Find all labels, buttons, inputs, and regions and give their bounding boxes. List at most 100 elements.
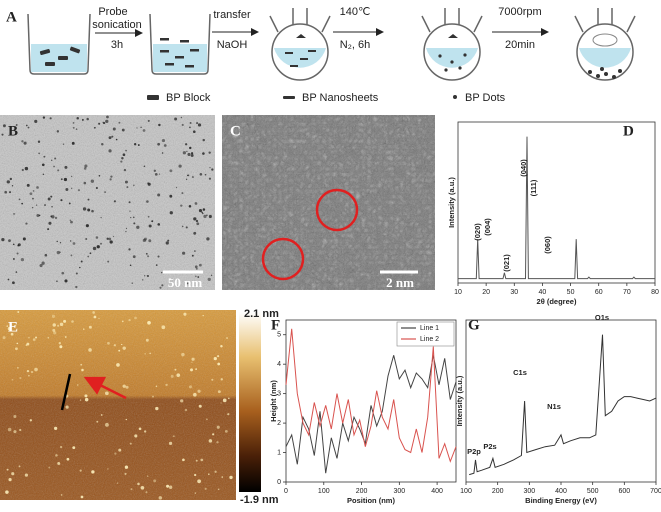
peak-label: (020) <box>473 223 482 241</box>
speck <box>120 160 123 163</box>
speck <box>211 168 214 171</box>
speck <box>195 219 199 223</box>
speck <box>70 187 73 190</box>
speck <box>131 282 133 284</box>
speck <box>112 235 115 238</box>
speck <box>170 277 174 281</box>
speck <box>133 222 136 225</box>
step-text: N₂, 6h <box>340 39 371 51</box>
speck <box>216 425 220 429</box>
speck <box>95 236 99 239</box>
speck <box>158 173 161 175</box>
speck <box>48 466 51 469</box>
speck <box>188 204 192 208</box>
speck <box>80 363 83 366</box>
speck <box>98 317 100 320</box>
speck <box>136 225 140 229</box>
speck <box>44 204 46 206</box>
speck <box>197 479 202 484</box>
speck <box>53 331 57 335</box>
speck <box>142 279 144 281</box>
speck <box>16 252 19 255</box>
x-tick-label: 600 <box>618 488 630 495</box>
speck <box>118 121 121 124</box>
peak-label: P2p <box>467 447 481 456</box>
speck <box>38 152 41 155</box>
speck <box>116 482 119 484</box>
speck <box>22 237 26 241</box>
speck <box>105 119 109 124</box>
speck <box>211 378 214 381</box>
speck <box>169 169 173 173</box>
speck <box>142 129 146 132</box>
speck <box>110 175 113 178</box>
legend-label: Line 2 <box>420 336 439 343</box>
speck <box>217 355 220 358</box>
speck <box>50 195 53 198</box>
speck <box>52 323 56 327</box>
plot-frame <box>465 319 657 483</box>
speck <box>101 142 104 146</box>
speck <box>190 152 194 155</box>
speck <box>81 368 84 372</box>
speck <box>61 271 65 275</box>
speck <box>59 345 63 349</box>
speck <box>25 124 28 127</box>
y-tick-label: 1 <box>277 449 281 456</box>
schematic: A Probe sonication 3h transfer NaOH 140℃… <box>6 6 636 81</box>
speck <box>167 239 170 242</box>
speck <box>36 214 40 218</box>
speck <box>93 126 96 129</box>
speck <box>79 469 82 472</box>
x-tick-label: 30 <box>510 289 518 296</box>
speck <box>129 442 132 445</box>
y-tick-label: 4 <box>277 361 281 368</box>
speck <box>56 250 61 255</box>
speck <box>13 213 15 215</box>
speck <box>202 208 206 211</box>
speck <box>108 136 112 140</box>
speck <box>191 254 194 257</box>
speck <box>165 383 168 387</box>
speck <box>96 420 99 423</box>
speck <box>6 468 9 471</box>
speck <box>143 165 146 168</box>
speck <box>192 130 196 134</box>
speck <box>193 217 197 221</box>
speck <box>63 177 68 182</box>
speck <box>47 228 50 231</box>
speck <box>7 427 12 432</box>
speck <box>220 345 223 348</box>
speck <box>125 227 128 229</box>
x-axis-label: 2θ (degree) <box>537 297 577 306</box>
speck <box>64 165 68 169</box>
speck <box>189 121 192 124</box>
speck <box>75 285 78 289</box>
step-text: Probe <box>98 6 127 18</box>
speck <box>208 214 212 218</box>
speck <box>118 448 122 452</box>
y-axis-label: Height (nm) <box>269 380 278 422</box>
speck <box>161 138 166 143</box>
peak-label: P2s <box>483 442 496 451</box>
speck <box>13 415 17 419</box>
speck <box>12 243 15 246</box>
speck <box>18 198 21 201</box>
speck <box>176 373 181 378</box>
speck <box>190 154 194 157</box>
speck <box>47 197 51 201</box>
speck <box>41 261 45 265</box>
speck <box>106 115 109 119</box>
panel-label: F <box>271 317 280 333</box>
x-tick-label: 200 <box>492 488 504 495</box>
speck <box>195 267 198 270</box>
speck <box>59 322 64 327</box>
speck <box>69 219 71 221</box>
speck <box>91 209 94 213</box>
speck <box>157 223 161 226</box>
y-tick-label: 2 <box>277 420 281 427</box>
speck <box>184 408 188 412</box>
speck <box>25 222 28 225</box>
speck <box>41 163 45 167</box>
y-axis-label: Intensity (a.u.) <box>455 375 464 426</box>
